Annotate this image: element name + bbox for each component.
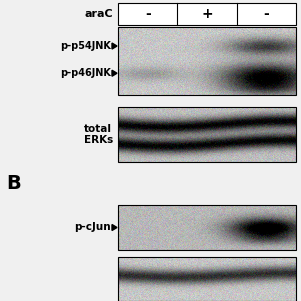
Bar	[118, 3, 296, 25]
Text: p-cJun: p-cJun	[74, 222, 111, 232]
Polygon shape	[112, 43, 117, 49]
Polygon shape	[112, 225, 117, 231]
Bar	[118, 107, 296, 162]
Text: p-p46JNK: p-p46JNK	[60, 68, 111, 78]
Text: -: -	[145, 7, 150, 21]
Bar	[118, 205, 296, 250]
Bar	[118, 27, 296, 95]
Bar	[118, 257, 296, 301]
Text: +: +	[201, 7, 213, 21]
Text: B: B	[6, 174, 21, 193]
Text: -: -	[263, 7, 269, 21]
Text: total
ERKs: total ERKs	[84, 124, 113, 145]
Text: araC: araC	[84, 9, 113, 19]
Text: p-p54JNK: p-p54JNK	[60, 41, 111, 51]
Polygon shape	[112, 70, 117, 76]
